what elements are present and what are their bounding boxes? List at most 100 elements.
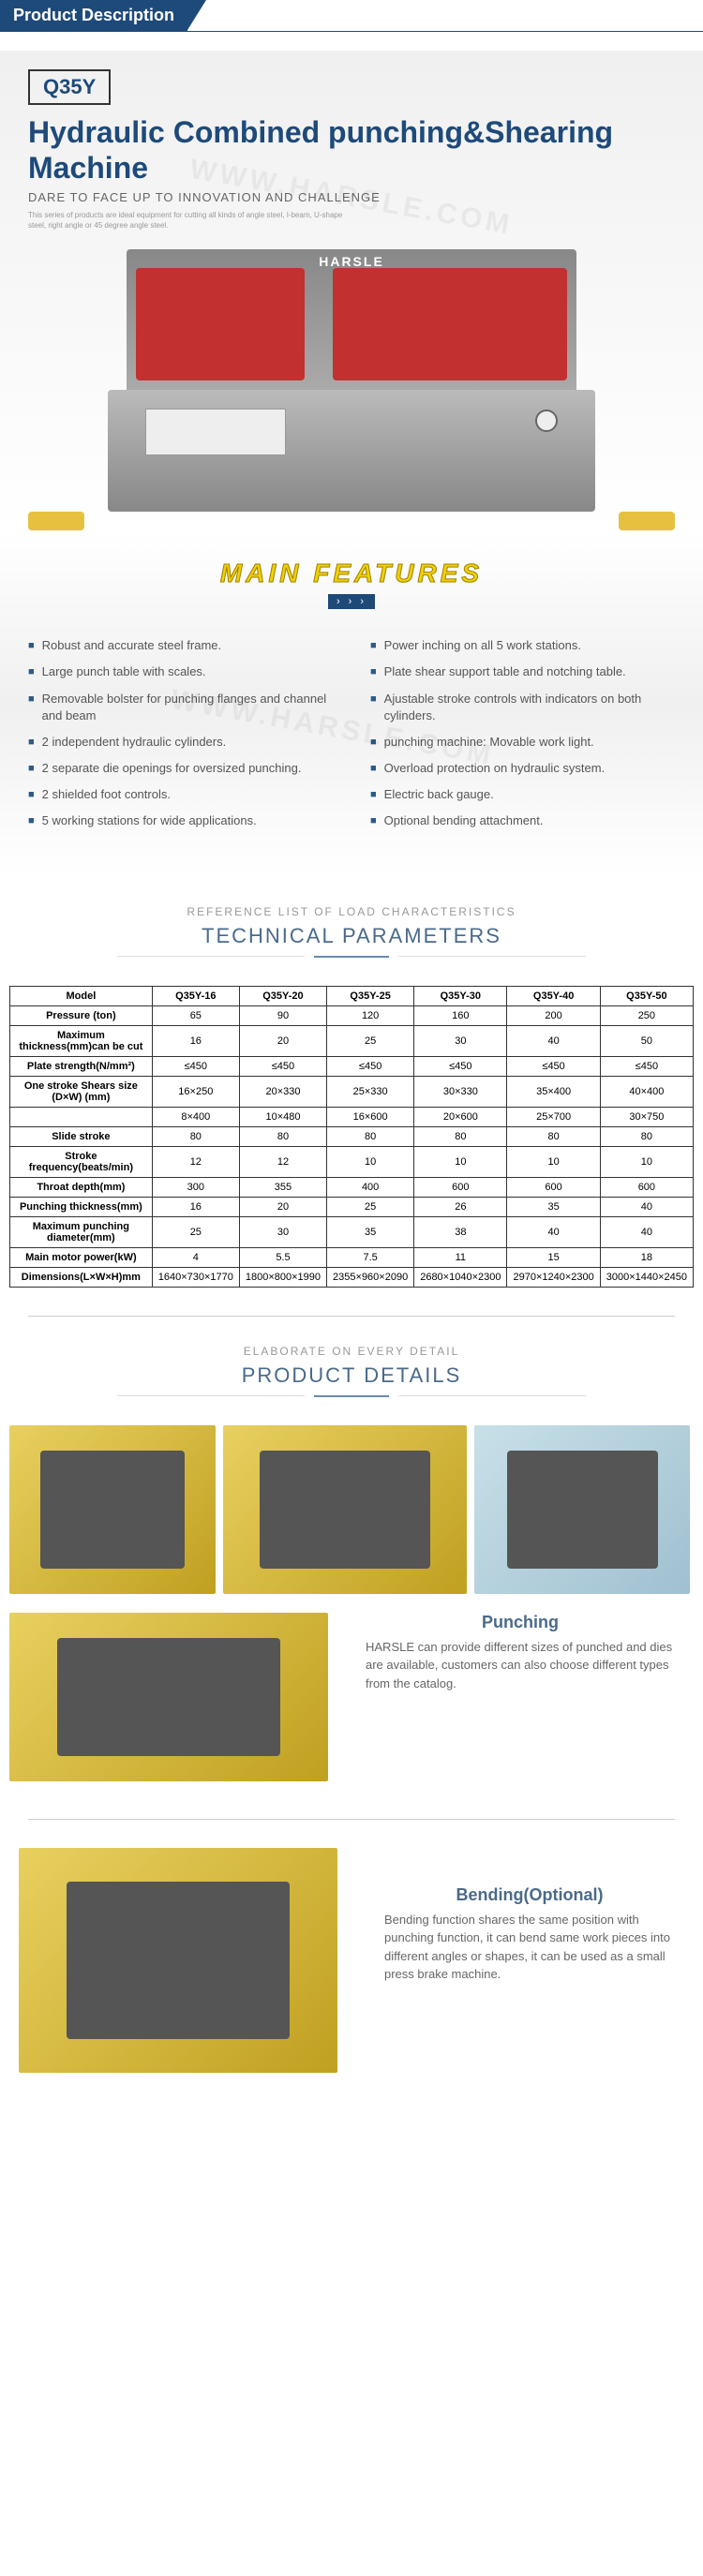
table-cell: 15 (507, 1247, 600, 1267)
table-cell: 25 (152, 1216, 239, 1247)
table-cell: 7.5 (327, 1247, 414, 1267)
feature-item: Overload protection on hydraulic system. (370, 760, 675, 777)
table-header: Q35Y-50 (600, 986, 693, 1005)
table-cell: 10 (327, 1146, 414, 1177)
feature-item: Plate shear support table and notching t… (370, 663, 675, 680)
table-cell: Pressure (ton) (10, 1005, 153, 1025)
table-header: Q35Y-30 (414, 986, 507, 1005)
hero-section: WWW.HARSLE.COM Q35Y Hydraulic Combined p… (0, 51, 703, 530)
table-cell: 3000×1440×2450 (600, 1267, 693, 1287)
feature-item: 2 shielded foot controls. (28, 786, 333, 803)
hero-description: This series of products are ideal equipm… (28, 210, 347, 231)
table-cell: 80 (507, 1126, 600, 1146)
feature-item: 2 separate die openings for oversized pu… (28, 760, 333, 777)
title-divider (314, 1395, 389, 1397)
table-cell: 20×600 (414, 1107, 507, 1126)
table-cell: 40×400 (600, 1076, 693, 1107)
table-cell: 20×330 (239, 1076, 326, 1107)
table-row: Maximum thickness(mm)can be cut162025304… (10, 1025, 694, 1056)
table-cell: 300 (152, 1177, 239, 1197)
feature-item: Electric back gauge. (370, 786, 675, 803)
table-cell: 200 (507, 1005, 600, 1025)
detail-image (474, 1425, 690, 1594)
table-cell: ≤450 (600, 1056, 693, 1076)
table-cell: 12 (152, 1146, 239, 1177)
table-header: Q35Y-40 (507, 986, 600, 1005)
detail-image (9, 1425, 216, 1594)
table-cell: ≤450 (327, 1056, 414, 1076)
table-cell: One stroke Shears size (D×W) (mm) (10, 1076, 153, 1107)
feature-item: punching machine: Movable work light. (370, 734, 675, 751)
table-cell: 10 (507, 1146, 600, 1177)
table-cell: 12 (239, 1146, 326, 1177)
table-cell: 80 (239, 1126, 326, 1146)
machine-image: HARSLE (28, 249, 675, 530)
table-cell: 25 (327, 1025, 414, 1056)
table-cell: 355 (239, 1177, 326, 1197)
chevron-decoration: › › › (328, 594, 375, 609)
table-cell: 40 (600, 1197, 693, 1216)
table-row: Maximum punching diameter(mm)25303538404… (10, 1216, 694, 1247)
detail-image (223, 1425, 467, 1594)
table-cell (10, 1107, 153, 1126)
table-cell: Plate strength(N/mm²) (10, 1056, 153, 1076)
table-cell: 4 (152, 1247, 239, 1267)
brand-label: HARSLE (319, 254, 384, 269)
features-section: WWW.HARSLE.COM MAIN FEATURES › › › Robus… (0, 530, 703, 877)
table-cell: 90 (239, 1005, 326, 1025)
table-cell: 80 (152, 1126, 239, 1146)
params-table: ModelQ35Y-16Q35Y-20Q35Y-25Q35Y-30Q35Y-40… (9, 986, 694, 1288)
table-cell: 38 (414, 1216, 507, 1247)
table-cell: 40 (507, 1216, 600, 1247)
punching-heading: Punching (366, 1613, 675, 1632)
bending-section: Bending(Optional) Bending function share… (0, 1848, 703, 2101)
table-cell: 16×600 (327, 1107, 414, 1126)
table-cell: 10×480 (239, 1107, 326, 1126)
table-cell: 10 (414, 1146, 507, 1177)
table-cell: 25×700 (507, 1107, 600, 1126)
table-cell: 16 (152, 1025, 239, 1056)
section-header: Product Description (0, 0, 187, 31)
table-row: Punching thickness(mm)162025263540 (10, 1197, 694, 1216)
table-cell: 18 (600, 1247, 693, 1267)
table-row: One stroke Shears size (D×W) (mm)16×2502… (10, 1076, 694, 1107)
table-cell: 30×750 (600, 1107, 693, 1126)
table-cell: Maximum punching diameter(mm) (10, 1216, 153, 1247)
detail-image (19, 1848, 337, 2073)
table-row: Throat depth(mm)300355400600600600 (10, 1177, 694, 1197)
table-cell: Punching thickness(mm) (10, 1197, 153, 1216)
table-cell: 2355×960×2090 (327, 1267, 414, 1287)
params-subtitle: REFERENCE LIST OF LOAD CHARACTERISTICS (0, 905, 703, 918)
table-cell: 600 (600, 1177, 693, 1197)
details-title: PRODUCT DETAILS (0, 1363, 703, 1388)
table-row: Main motor power(kW)45.57.5111518 (10, 1247, 694, 1267)
table-cell: ≤450 (239, 1056, 326, 1076)
table-cell: ≤450 (414, 1056, 507, 1076)
table-cell: Dimensions(L×W×H)mm (10, 1267, 153, 1287)
table-cell: 40 (600, 1216, 693, 1247)
table-cell: 80 (327, 1126, 414, 1146)
features-column-left: Robust and accurate steel frame.Large pu… (28, 637, 333, 840)
feature-item: Ajustable stroke controls with indicator… (370, 691, 675, 724)
table-cell: 30 (239, 1216, 326, 1247)
table-cell: ≤450 (152, 1056, 239, 1076)
table-cell: 160 (414, 1005, 507, 1025)
detail-image (9, 1613, 328, 1781)
table-row: 8×40010×48016×60020×60025×70030×750 (10, 1107, 694, 1126)
table-cell: 25×330 (327, 1076, 414, 1107)
divider (28, 1316, 675, 1317)
feature-item: Removable bolster for punching flanges a… (28, 691, 333, 724)
table-cell: 20 (239, 1197, 326, 1216)
table-cell: 16 (152, 1197, 239, 1216)
params-title: TECHNICAL PARAMETERS (0, 924, 703, 948)
table-cell: 600 (414, 1177, 507, 1197)
table-cell: 5.5 (239, 1247, 326, 1267)
product-details-section: Punching HARSLE can provide different si… (0, 1425, 703, 1809)
feature-item: Large punch table with scales. (28, 663, 333, 680)
table-cell: 80 (414, 1126, 507, 1146)
table-row: Slide stroke808080808080 (10, 1126, 694, 1146)
table-cell: 25 (327, 1197, 414, 1216)
table-cell: Stroke frequency(beats/min) (10, 1146, 153, 1177)
table-row: Stroke frequency(beats/min)121210101010 (10, 1146, 694, 1177)
features-column-right: Power inching on all 5 work stations.Pla… (370, 637, 675, 840)
